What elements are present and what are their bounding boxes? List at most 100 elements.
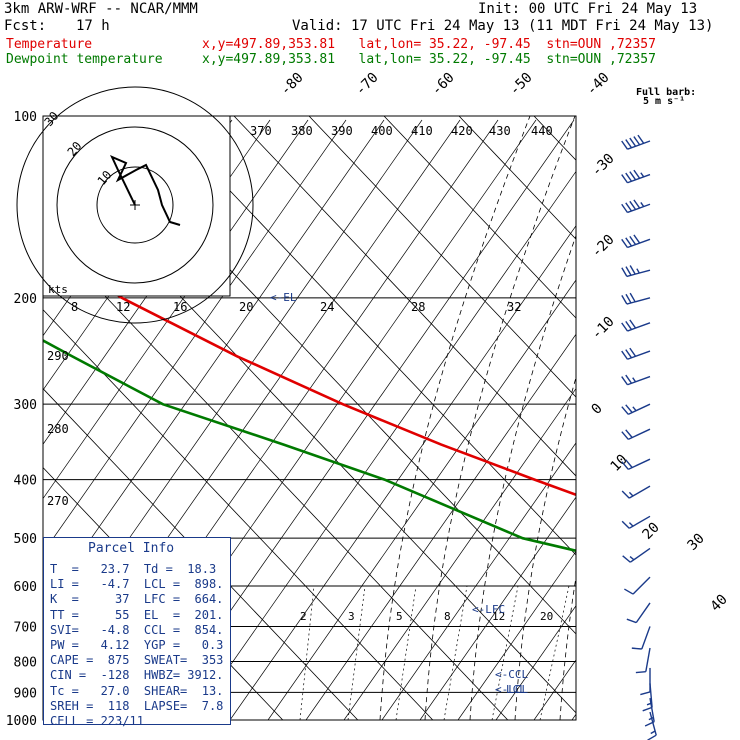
dry-adiabat-line (43, 119, 309, 500)
potential-temperature-label: 410 (411, 124, 433, 138)
wind-barb (621, 234, 651, 249)
speed-tick-label: 12 (116, 300, 130, 314)
dry-adiabat-line (533, 659, 576, 720)
wind-barb (621, 347, 651, 360)
temperature-axis-label: -10 (589, 314, 618, 343)
temperature-location: x,y=497.89,353.81 lat,lon= 35.22, -97.45… (202, 37, 656, 52)
mixing-ratio-line (347, 585, 366, 720)
dry-adiabat-line (305, 333, 576, 720)
valid-time: Valid: 17 UTC Fri 24 May 13 (11 MDT Fri … (292, 18, 714, 34)
mixing-ratio-line (443, 585, 468, 720)
parcel-info-row: SVI= -4.8 CCL = 854. (50, 622, 224, 637)
pressure-label: 100 (14, 110, 37, 125)
dry-adiabat-line (343, 387, 576, 720)
plot-frame (42, 115, 577, 721)
speed-tick-label: 32 (507, 300, 521, 314)
dry-adiabat-line (610, 120, 740, 720)
potential-temperature-label: 370 (250, 124, 272, 138)
wind-barb (621, 319, 651, 332)
wind-barb (624, 576, 651, 595)
level-annotation: <-EL (270, 291, 297, 304)
dry-adiabat-line (267, 279, 576, 720)
level-annotation: <-LFC (472, 603, 505, 616)
dry-adiabat-line (381, 442, 576, 720)
mixing-ratio-label: 5 (396, 610, 403, 623)
level-annotation: <-CCL (495, 668, 528, 681)
temperature-axis-label: -20 (589, 232, 618, 261)
mixing-ratio-line (539, 585, 570, 720)
temperature-axis-label: -30 (589, 151, 618, 180)
dewpoint-location: x,y=497.89,353.81 lat,lon= 35.22, -97.45… (202, 52, 656, 67)
dry-adiabat-line (229, 225, 576, 720)
parcel-info-row: Tc = 27.0 SHEAR= 13. (50, 683, 224, 698)
dry-adiabat-line (419, 496, 576, 720)
parcel-info-row: T = 23.7 Td = 18.3 (50, 562, 217, 576)
isotherm-line (684, 116, 740, 720)
potential-temperature-label: 280 (47, 422, 69, 436)
pressure-label: 500 (14, 532, 37, 547)
wind-barb (621, 134, 651, 150)
pressure-label: 400 (14, 474, 37, 489)
isotherm-line (233, 116, 576, 477)
barb-units-label: 5 m s⁻¹ (643, 96, 685, 107)
parcel-info-row: PW = 4.12 YGP = 0.3 (50, 638, 224, 652)
wind-barb (635, 647, 651, 674)
pressure-label: 600 (14, 580, 37, 595)
hodograph (16, 86, 254, 324)
forecast-hours: 17 h (76, 18, 110, 34)
temperature-axis-label: -50 (507, 70, 536, 99)
potential-temperature-label: 420 (451, 124, 473, 138)
dry-adiabat-line (191, 170, 576, 720)
wind-barb (621, 265, 651, 278)
mixing-ratio-label: 2 (300, 610, 307, 623)
isotherm-line (158, 116, 576, 556)
parcel-info-row: TT = 55 EL = 201. (50, 607, 224, 622)
wind-barb (621, 403, 651, 415)
wind-barb (626, 602, 651, 624)
storm-motion-marker (130, 200, 140, 210)
hodograph-units-label: kts (48, 283, 68, 296)
wind-barb (621, 199, 651, 214)
temperature-axis-label: 0 (589, 401, 606, 418)
isotherm-line (383, 116, 576, 319)
mixing-ratio-label: 8 (444, 610, 451, 623)
temperature-axis-label: 20 (640, 520, 663, 543)
moist-adiabat-curve (559, 574, 576, 720)
moist-adiabat-curve (514, 376, 576, 720)
potential-temperature-label: 270 (47, 494, 69, 508)
mixing-ratio-line (395, 585, 417, 720)
pressure-label: 200 (14, 292, 37, 307)
isotherm-line (43, 309, 434, 720)
wind-barb-column (621, 134, 657, 740)
wind-barb (621, 169, 651, 184)
hodograph-frame (42, 115, 231, 297)
moist-adiabat-curve (600, 116, 740, 720)
hodograph-ring (56, 126, 214, 284)
dewpoint-legend: Dewpoint temperature (6, 52, 163, 67)
wind-barb (621, 292, 651, 305)
pressure-label: 900 (14, 686, 37, 701)
level-annotation: LCL (506, 683, 526, 696)
temperature-axis-label: 30 (685, 531, 708, 554)
hodograph-ring (96, 166, 174, 244)
parcel-info-row: CELL = 223/11 (50, 714, 144, 728)
temperature-axis-label: 40 (708, 592, 731, 615)
dry-adiabat-line (495, 605, 576, 720)
dry-adiabat-line (686, 120, 740, 720)
isotherm-line (458, 116, 576, 240)
mixing-ratio-label: 20 (540, 610, 553, 623)
wind-barb (621, 458, 651, 470)
parcel-info-row: SREH = 118 LAPSE= 7.8 (50, 698, 224, 713)
pressure-label: 300 (14, 398, 37, 413)
wind-barb (621, 374, 651, 386)
wind-barb (622, 547, 651, 563)
init-time: Init: 00 UTC Fri 24 May 13 (478, 1, 698, 17)
temperature-axis-label: 10 (608, 452, 631, 475)
moist-adiabat-curve (424, 116, 576, 720)
parcel-info-title: Parcel Info (88, 541, 175, 556)
forecast-label: Fcst: (4, 18, 47, 34)
moist-adiabat-curve (379, 116, 531, 720)
isotherm-line (308, 116, 576, 398)
dry-adiabat-line (43, 119, 347, 554)
temperature-axis-label: -80 (278, 70, 307, 99)
